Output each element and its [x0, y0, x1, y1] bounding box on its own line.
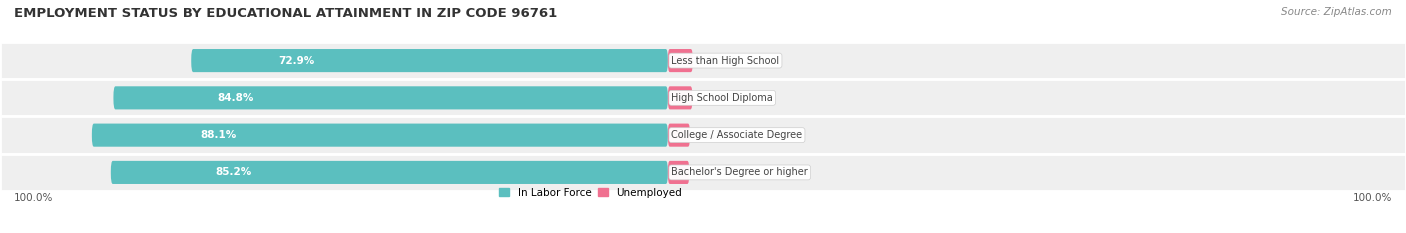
FancyBboxPatch shape [668, 86, 693, 110]
FancyBboxPatch shape [668, 49, 693, 72]
FancyBboxPatch shape [668, 161, 689, 184]
FancyBboxPatch shape [114, 86, 668, 110]
Text: 7.1%: 7.1% [707, 56, 735, 65]
Text: EMPLOYMENT STATUS BY EDUCATIONAL ATTAINMENT IN ZIP CODE 96761: EMPLOYMENT STATUS BY EDUCATIONAL ATTAINM… [14, 7, 557, 20]
Text: 100.0%: 100.0% [1353, 193, 1392, 203]
Bar [0, 42, 1406, 79]
Bar [0, 116, 1406, 154]
Text: Less than High School: Less than High School [672, 56, 779, 65]
Text: 85.2%: 85.2% [215, 168, 252, 177]
Text: High School Diploma: High School Diploma [672, 93, 773, 103]
FancyBboxPatch shape [191, 49, 668, 72]
Text: 6.3%: 6.3% [704, 130, 733, 140]
Text: Source: ZipAtlas.com: Source: ZipAtlas.com [1281, 7, 1392, 17]
Text: 72.9%: 72.9% [278, 56, 314, 65]
FancyBboxPatch shape [111, 161, 668, 184]
Bar [0, 154, 1406, 191]
Text: 100.0%: 100.0% [14, 193, 53, 203]
Text: 7.0%: 7.0% [707, 93, 735, 103]
Text: 6.1%: 6.1% [703, 168, 733, 177]
Bar [0, 79, 1406, 116]
Text: 84.8%: 84.8% [217, 93, 253, 103]
FancyBboxPatch shape [668, 123, 690, 147]
Legend: In Labor Force, Unemployed: In Labor Force, Unemployed [499, 188, 682, 198]
Text: College / Associate Degree: College / Associate Degree [672, 130, 803, 140]
FancyBboxPatch shape [91, 123, 668, 147]
Text: Bachelor's Degree or higher: Bachelor's Degree or higher [672, 168, 808, 177]
Text: 88.1%: 88.1% [201, 130, 236, 140]
